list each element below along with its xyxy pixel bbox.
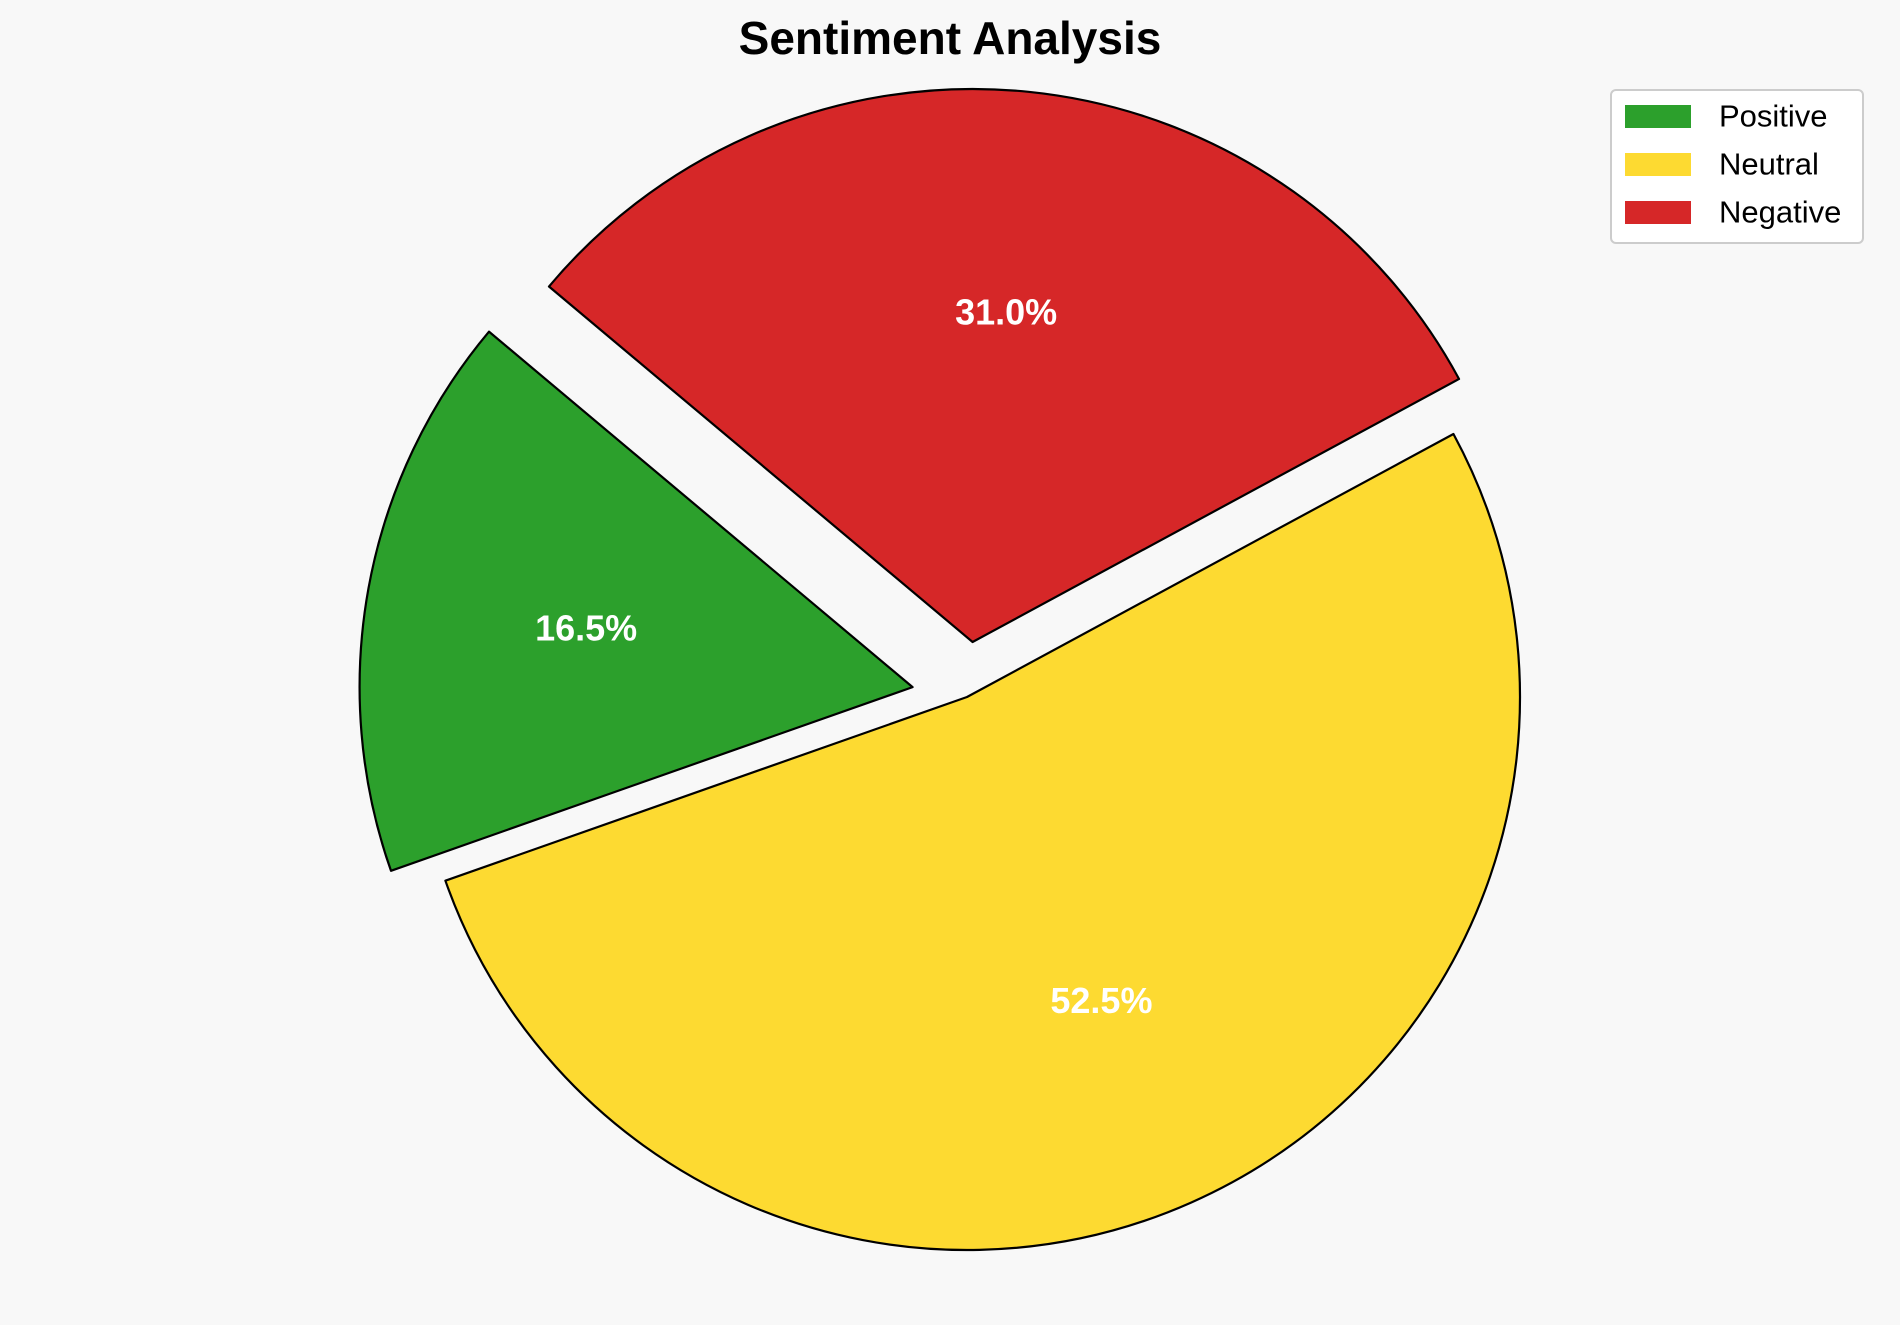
pie-slice-negative (547, 87, 1461, 644)
legend-label-neutral: Neutral (1719, 147, 1819, 182)
legend-label-positive: Positive (1719, 99, 1828, 134)
slice-label-neutral: 52.5% (1050, 980, 1152, 1021)
legend-swatch-neutral (1625, 153, 1691, 176)
pie-slice-positive (358, 330, 914, 872)
legend: Positive Neutral Negative (1610, 89, 1864, 244)
slice-label-negative: 31.0% (955, 291, 1057, 332)
slice-label-positive: 16.5% (535, 607, 637, 648)
legend-swatch-negative (1625, 201, 1691, 224)
legend-label-negative: Negative (1719, 195, 1841, 230)
legend-swatch-positive (1625, 105, 1691, 128)
pie-slice-neutral (444, 432, 1522, 1252)
chart-title: Sentiment Analysis (739, 12, 1162, 64)
pie-slices (358, 87, 1522, 1252)
pie-labels: 16.5% 52.5% 31.0% (535, 291, 1152, 1020)
